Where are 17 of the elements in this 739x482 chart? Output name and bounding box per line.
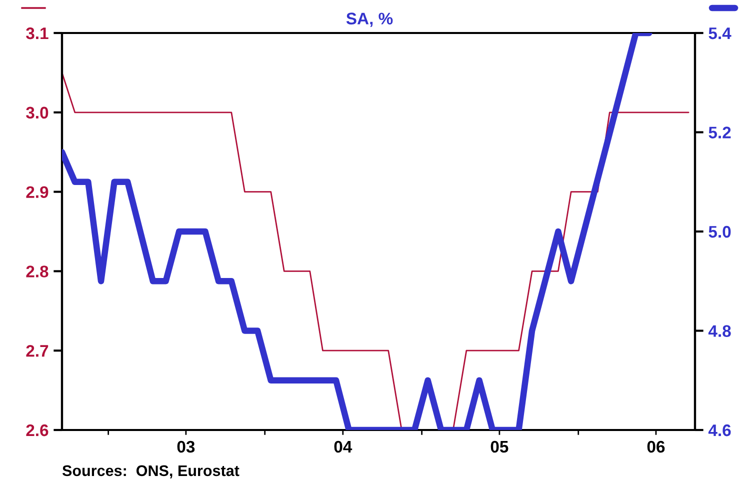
y2-tick-label: 5.2 bbox=[708, 126, 731, 138]
x-tick-label: 04 bbox=[334, 440, 352, 453]
x-tick-label: 03 bbox=[177, 440, 195, 453]
y2-tick-label: 5.4 bbox=[708, 28, 732, 40]
x-tick-label: 05 bbox=[490, 440, 508, 453]
y-tick-label: 3.1 bbox=[26, 27, 48, 40]
x-tick-label: 06 bbox=[647, 440, 665, 453]
y2-tick-label: 4.8 bbox=[708, 325, 731, 337]
y2-tick-label: 5.0 bbox=[708, 226, 731, 238]
y-tick-label: 2.6 bbox=[26, 424, 48, 436]
y2-tick-label: 4.6 bbox=[708, 424, 731, 436]
y-tick-label: 2.9 bbox=[26, 186, 48, 198]
y-tick-label: 2.7 bbox=[26, 345, 48, 357]
y-tick-label: 2.8 bbox=[26, 266, 48, 278]
chart-subtitle: SA, % bbox=[346, 12, 393, 27]
y-tick-label: 3.0 bbox=[26, 106, 48, 119]
source-note: Sources: ONS, Eurostat bbox=[62, 465, 240, 478]
